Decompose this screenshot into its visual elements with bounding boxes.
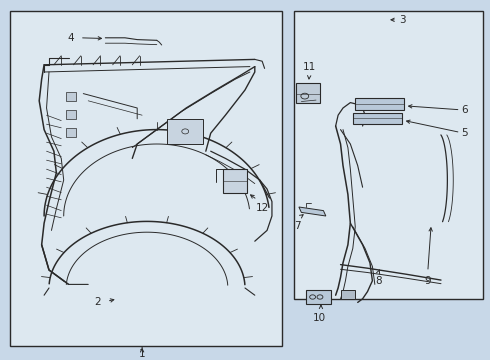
Bar (355, 98, 404, 110)
Bar (306, 290, 331, 304)
Polygon shape (299, 207, 326, 216)
Bar (10, 11, 282, 346)
Bar (294, 11, 483, 299)
Bar (296, 83, 320, 103)
Bar (223, 169, 247, 193)
Bar (341, 290, 355, 299)
Text: 11: 11 (302, 62, 316, 72)
Text: 2: 2 (94, 297, 100, 307)
Text: 4: 4 (67, 33, 74, 43)
Text: 6: 6 (462, 105, 468, 115)
Text: 7: 7 (294, 221, 301, 231)
Text: 9: 9 (424, 276, 431, 287)
Bar (66, 92, 76, 101)
Bar (66, 128, 76, 137)
Text: 12: 12 (256, 203, 269, 213)
Bar (66, 110, 76, 119)
Text: 1: 1 (139, 349, 146, 359)
Bar (167, 119, 203, 144)
Bar (353, 113, 402, 124)
Text: 5: 5 (462, 128, 468, 138)
Text: 3: 3 (399, 15, 406, 25)
Text: 10: 10 (313, 313, 326, 323)
Text: 8: 8 (375, 276, 382, 287)
